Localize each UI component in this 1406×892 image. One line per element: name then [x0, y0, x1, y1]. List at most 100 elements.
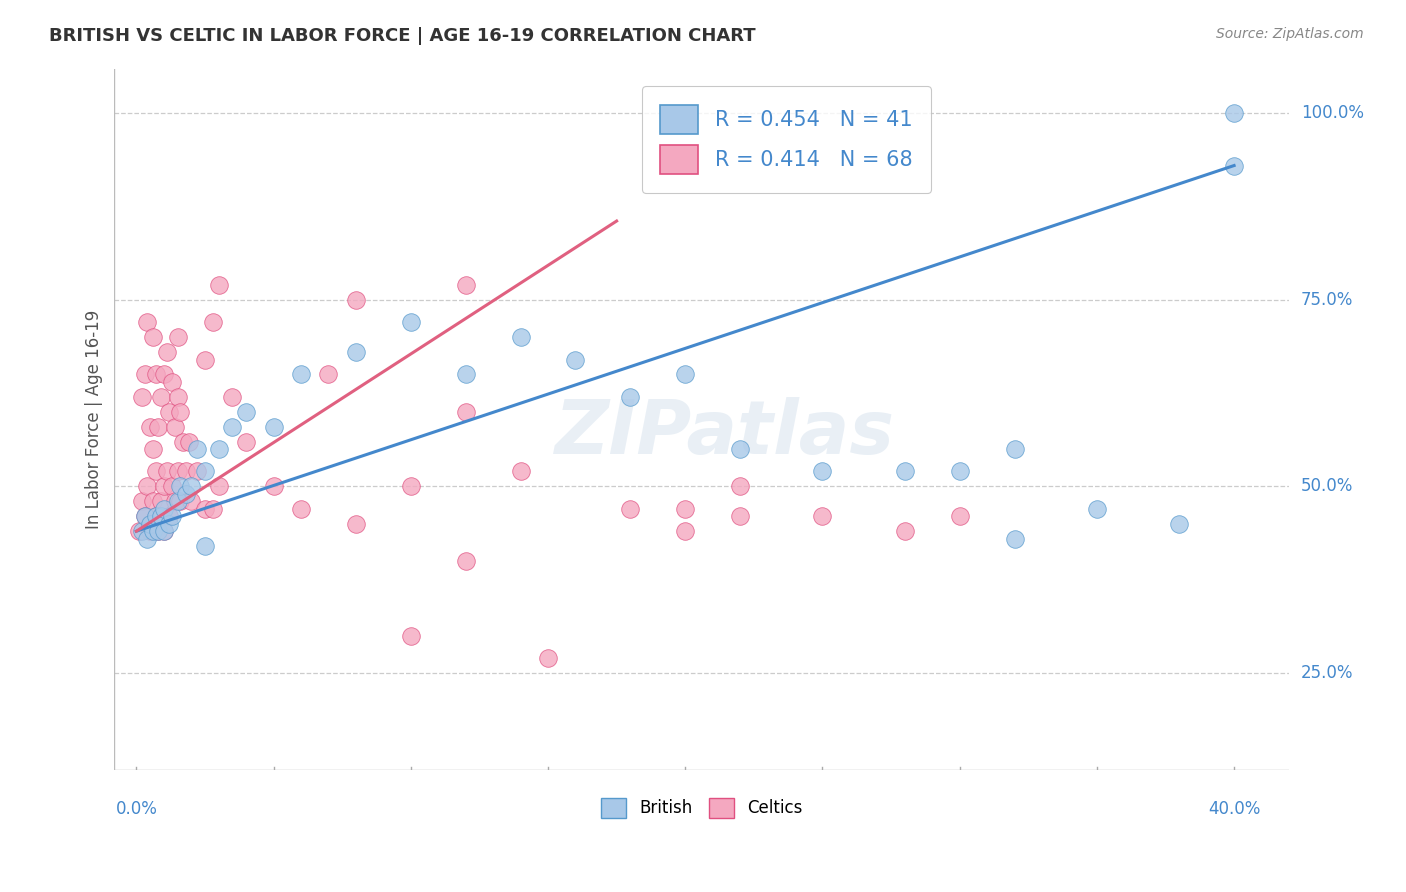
Point [177, 434, 200, 449]
Point [208, 277, 231, 292]
Point [290, 501, 312, 516]
Text: 75.0%: 75.0% [1301, 291, 1353, 309]
Point [160, 509, 183, 524]
Point [139, 419, 162, 434]
Text: ZIPatlas: ZIPatlas [555, 397, 896, 470]
Point [949, 509, 972, 524]
Point [949, 465, 972, 479]
Point [728, 509, 751, 524]
Point [128, 524, 150, 539]
Point [537, 651, 560, 665]
Point [619, 501, 641, 516]
Point [235, 434, 257, 449]
Point [208, 442, 231, 456]
Point [180, 494, 202, 508]
Point [139, 524, 162, 539]
Point [148, 419, 170, 434]
Point [1223, 106, 1246, 120]
Point [894, 465, 917, 479]
Point [160, 479, 183, 493]
Point [142, 330, 165, 344]
Point [153, 479, 176, 493]
Legend: British, Celtics: British, Celtics [595, 791, 810, 825]
Point [1223, 159, 1246, 173]
Point [202, 315, 225, 329]
Point [131, 390, 153, 404]
Point [344, 293, 367, 307]
Point [194, 539, 217, 553]
Point [166, 330, 188, 344]
Point [509, 330, 531, 344]
Point [344, 516, 367, 531]
Point [142, 494, 165, 508]
Point [153, 524, 176, 539]
Point [208, 479, 231, 493]
Point [454, 554, 477, 568]
Point [136, 479, 159, 493]
Point [166, 494, 188, 508]
Point [169, 405, 191, 419]
Point [194, 352, 217, 367]
Point [235, 405, 257, 419]
Point [131, 494, 153, 508]
Point [263, 479, 285, 493]
Point [145, 368, 167, 382]
Point [157, 516, 180, 531]
Point [811, 509, 834, 524]
Point [186, 442, 208, 456]
Point [169, 479, 191, 493]
Point [145, 509, 167, 524]
Point [619, 390, 641, 404]
Point [139, 516, 162, 531]
Point [673, 368, 696, 382]
Point [673, 524, 696, 539]
Point [150, 509, 173, 524]
Point [134, 368, 156, 382]
Text: 50.0%: 50.0% [1301, 477, 1353, 495]
Point [155, 345, 177, 359]
Point [202, 501, 225, 516]
Point [344, 345, 367, 359]
Text: BRITISH VS CELTIC IN LABOR FORCE | AGE 16-19 CORRELATION CHART: BRITISH VS CELTIC IN LABOR FORCE | AGE 1… [49, 27, 756, 45]
Point [399, 315, 422, 329]
Point [163, 494, 186, 508]
Point [263, 419, 285, 434]
Text: 25.0%: 25.0% [1301, 664, 1353, 682]
Y-axis label: In Labor Force | Age 16-19: In Labor Force | Age 16-19 [86, 310, 103, 529]
Point [811, 465, 834, 479]
Point [454, 368, 477, 382]
Point [150, 390, 173, 404]
Point [145, 465, 167, 479]
Point [454, 277, 477, 292]
Text: 0.0%: 0.0% [115, 800, 157, 818]
Point [142, 442, 165, 456]
Point [148, 524, 170, 539]
Text: 100.0%: 100.0% [1301, 104, 1364, 122]
Point [148, 524, 170, 539]
Point [153, 368, 176, 382]
Point [174, 487, 197, 501]
Point [136, 532, 159, 546]
Point [145, 509, 167, 524]
Point [399, 629, 422, 643]
Point [134, 509, 156, 524]
Point [155, 465, 177, 479]
Point [194, 465, 217, 479]
Point [153, 501, 176, 516]
Point [166, 390, 188, 404]
Point [186, 465, 208, 479]
Point [172, 434, 194, 449]
Point [157, 405, 180, 419]
Point [454, 405, 477, 419]
Point [136, 315, 159, 329]
Point [673, 501, 696, 516]
Point [1085, 501, 1108, 516]
Point [163, 419, 186, 434]
Point [142, 524, 165, 539]
Point [134, 509, 156, 524]
Point [399, 479, 422, 493]
Text: 40.0%: 40.0% [1208, 800, 1260, 818]
Point [169, 494, 191, 508]
Point [221, 390, 243, 404]
Point [150, 494, 173, 508]
